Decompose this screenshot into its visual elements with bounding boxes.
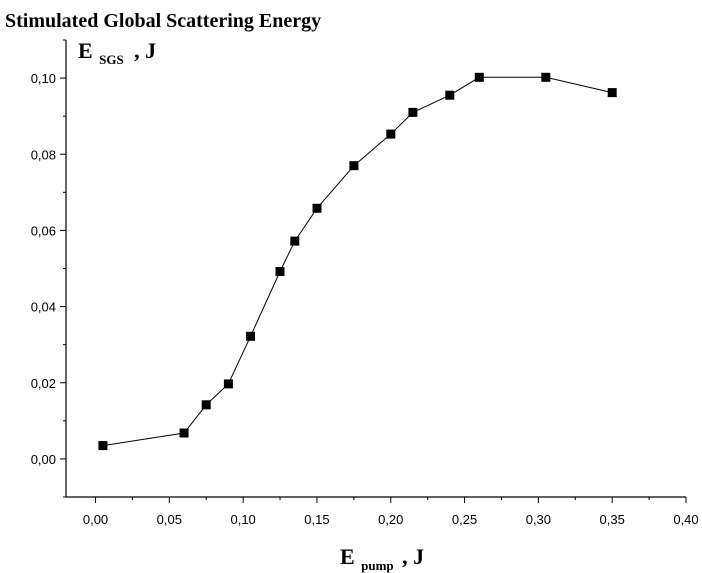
y-tick-label: 0,06 <box>31 223 56 238</box>
x-axis-label-subscript: pump <box>361 558 394 573</box>
y-axis-label: E SGS , J <box>78 38 156 68</box>
data-points <box>98 73 616 450</box>
x-axis-label-main: E <box>340 544 355 569</box>
chart-title: Stimulated Global Scattering Energy <box>5 10 321 32</box>
data-point <box>313 204 322 213</box>
data-point <box>202 400 211 409</box>
data-point <box>608 88 617 97</box>
data-point <box>386 130 395 139</box>
data-point <box>290 237 299 246</box>
x-tick-label: 0,15 <box>304 512 329 527</box>
x-tick-label: 0,35 <box>600 512 625 527</box>
x-tick-label: 0,25 <box>452 512 477 527</box>
x-tick-label: 0,20 <box>378 512 403 527</box>
x-tick-label: 0,40 <box>673 512 698 527</box>
data-point <box>408 108 417 117</box>
data-point <box>276 267 285 276</box>
x-tick-label: 0,30 <box>526 512 551 527</box>
x-axis-label-unit: , J <box>402 544 424 569</box>
y-tick-label: 0,04 <box>31 300 56 315</box>
y-tick-label: 0,10 <box>31 71 56 86</box>
data-point <box>445 91 454 100</box>
y-axis-label-subscript: SGS <box>99 52 124 67</box>
x-axis-ticks: 0,00 0,05 0,10 0,15 0,20 0,25 0,30 0,35 0,40 <box>83 497 699 527</box>
x-tick-label: 0,10 <box>230 512 255 527</box>
data-point <box>98 441 107 450</box>
y-axis-label-unit: , J <box>134 38 156 63</box>
data-point <box>224 379 233 388</box>
data-point <box>475 73 484 82</box>
data-point <box>541 73 550 82</box>
y-tick-label: 0,08 <box>31 147 56 162</box>
x-tick-label: 0,05 <box>157 512 182 527</box>
y-axis-label-main: E <box>78 38 93 63</box>
data-point <box>246 332 255 341</box>
plot-area: 0,00 0,02 0,04 0,06 0,08 0,10 0,00 0,05 0,10 0,1… <box>31 40 699 527</box>
y-axis-ticks: 0,00 0,02 0,04 0,06 0,08 0,10 <box>31 40 66 497</box>
x-axis-label: E pump , J <box>340 544 424 573</box>
data-point <box>349 161 358 170</box>
y-tick-label: 0,00 <box>31 452 56 467</box>
series-line <box>103 77 612 445</box>
y-tick-label: 0,02 <box>31 376 56 391</box>
x-tick-label: 0,00 <box>83 512 108 527</box>
data-point <box>180 429 189 438</box>
